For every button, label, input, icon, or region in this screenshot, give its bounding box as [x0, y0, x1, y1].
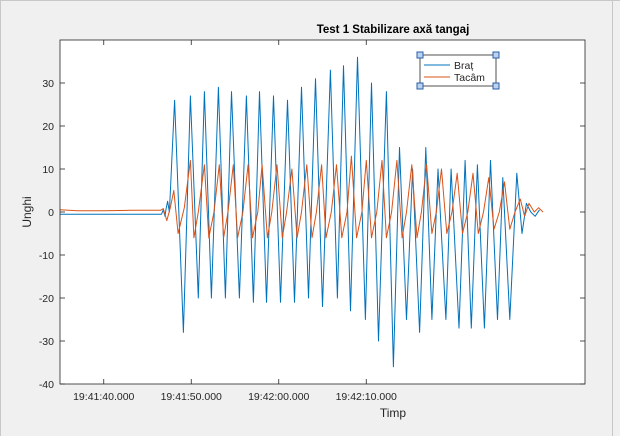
figure-divider-left: [0, 0, 1, 436]
x-axis-label: Timp: [380, 406, 407, 420]
y-axis-label: Unghi: [20, 196, 34, 227]
legend-label-brat: Braț: [454, 60, 473, 72]
series-layer: [59, 56, 544, 368]
x-tick-label: 19:42:00.000: [248, 391, 309, 403]
legend-label-tacam: Tacâm: [454, 72, 485, 84]
series-line-0[interactable]: [60, 56, 540, 368]
y-tick-label: 0: [48, 207, 54, 219]
series-line-1[interactable]: [59, 155, 544, 239]
chart-title: Test 1 Stabilizare axă tangaj: [317, 24, 470, 36]
x-axis: 19:41:40.000 19:41:50.000 19:42:00.000 19:4…: [73, 40, 397, 403]
legend-box[interactable]: [419, 54, 497, 87]
y-tick-label: -10: [39, 250, 54, 262]
y-tick-label: -20: [39, 293, 54, 305]
y-tick-label: 10: [42, 164, 54, 176]
legend[interactable]: Braț Tacâm: [416, 51, 500, 90]
legend-resize-handle-top-left[interactable]: [416, 51, 424, 59]
y-tick-label: -40: [39, 379, 54, 391]
y-tick-label: 20: [42, 121, 54, 133]
y-tick-label: 30: [42, 78, 54, 90]
x-tick-label: 19:42:10.000: [336, 391, 397, 403]
legend-resize-handle-bottom-left[interactable]: [416, 82, 424, 90]
y-axis: -40 -30 -20 -10 0 10 20 30: [39, 78, 585, 391]
x-tick-label: 19:41:50.000: [161, 391, 222, 403]
legend-resize-handle-bottom-right[interactable]: [492, 82, 500, 90]
figure-divider-right: [612, 0, 613, 436]
figure-divider-top: [0, 0, 620, 1]
y-tick-label: -30: [39, 336, 54, 348]
plot-area[interactable]: [60, 40, 585, 384]
legend-resize-handle-top-right[interactable]: [492, 51, 500, 59]
x-tick-label: 19:41:40.000: [73, 391, 134, 403]
